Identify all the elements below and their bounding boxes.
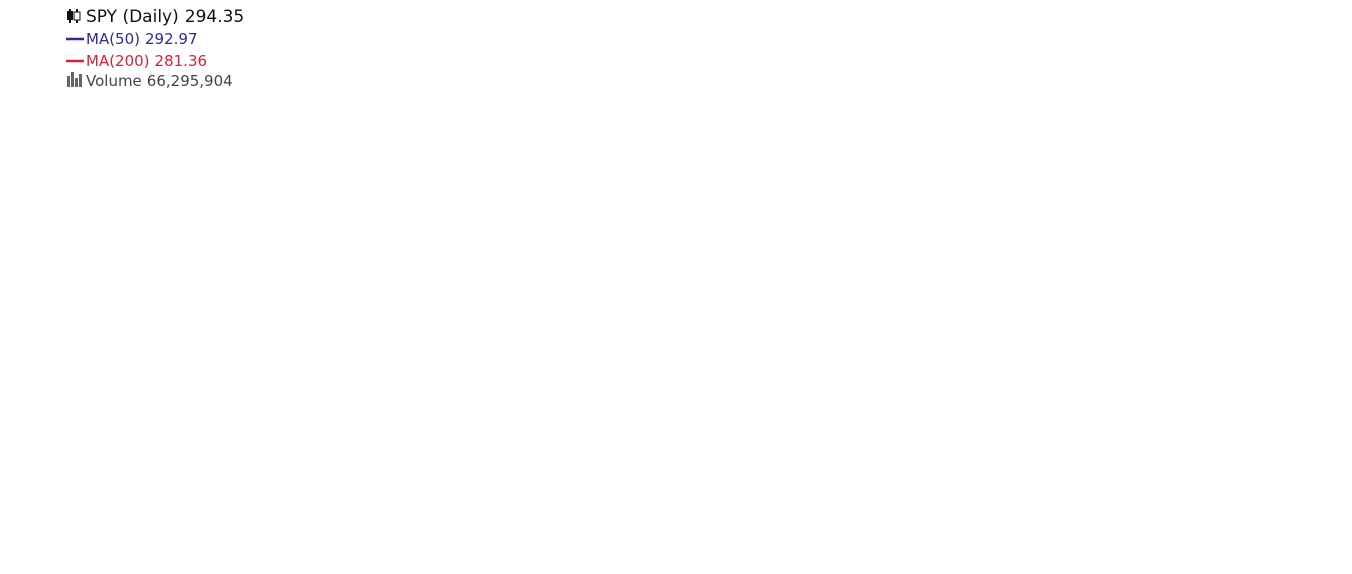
legend-name: Volume [86, 72, 142, 90]
close-label: 294.35 [185, 7, 244, 27]
legend-bg [62, 2, 312, 90]
legend-entry: MA(200) 281.36 [86, 52, 207, 70]
legend-value: 281.36 [155, 52, 208, 70]
legend-name: MA(200) [86, 52, 150, 70]
volume-icon [67, 72, 82, 87]
legend-value: 66,295,904 [147, 72, 233, 90]
legend-entry: MA(50) 292.97 [86, 30, 198, 48]
candle-icon [67, 9, 81, 23]
title: SPY (Daily) [86, 7, 179, 27]
legend-title: SPY (Daily) 294.35 [86, 7, 244, 27]
legend-entry: Volume 66,295,904 [86, 72, 233, 90]
legend-value: 292.97 [145, 30, 198, 48]
legend-name: MA(50) [86, 30, 140, 48]
legend: SPY (Daily) 294.35 MA(50) 292.97 MA(200) 28… [62, 2, 312, 90]
